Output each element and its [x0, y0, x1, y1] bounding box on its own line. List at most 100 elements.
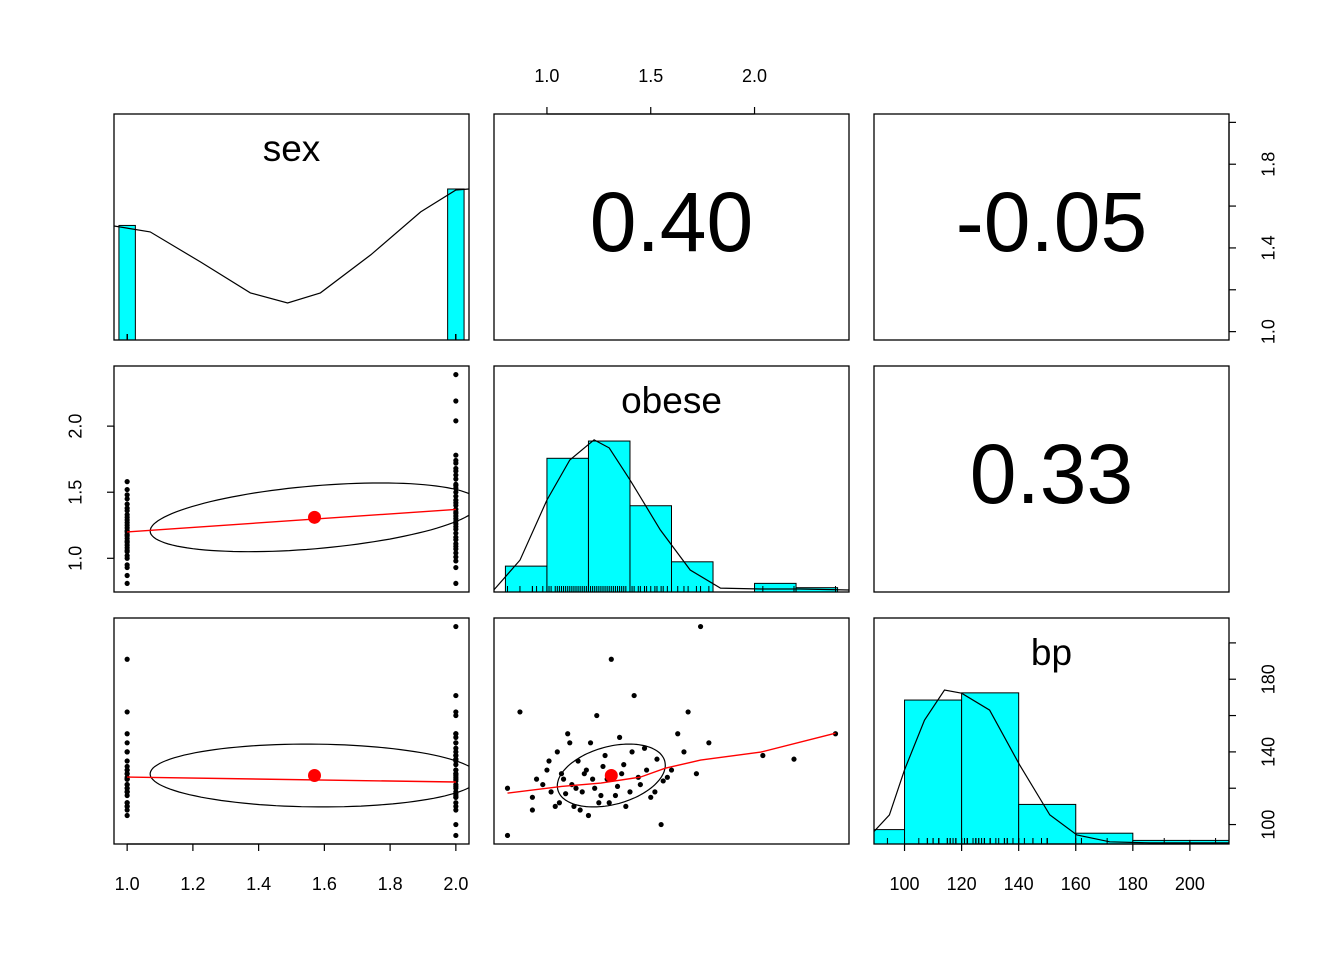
axis-tick-label: 1.4 [246, 874, 271, 894]
scatter-point [453, 740, 459, 746]
scatter-point [453, 580, 459, 587]
scatter-point [648, 794, 654, 800]
scatter-point [560, 776, 567, 782]
scatter-point [504, 832, 511, 839]
scatter-point [124, 479, 130, 485]
scatter-point [453, 452, 459, 458]
scatter-point [124, 553, 130, 559]
histogram-bar [447, 188, 465, 340]
scatter-point [654, 756, 660, 762]
scatter-point [453, 398, 459, 404]
scatter-point [453, 832, 459, 839]
correlation-label: 0.40 [590, 175, 754, 269]
scatter-point [631, 692, 637, 699]
scatter-point [706, 740, 712, 746]
scatter-point [453, 530, 459, 536]
scatter-point [124, 785, 130, 791]
scatter-point [592, 785, 598, 791]
correlation-label: -0.05 [956, 175, 1147, 269]
scatter-point [612, 792, 619, 799]
scatter-point [685, 709, 691, 715]
scatter-point [760, 752, 766, 759]
scatter-point [540, 781, 546, 788]
scatter-point [668, 767, 675, 773]
scatter-point [124, 812, 130, 819]
scatter-point [124, 740, 130, 746]
axis-tick-label: 160 [1061, 874, 1091, 894]
scatter-point [124, 749, 130, 755]
axis-tick-label: 2.0 [66, 414, 86, 439]
scatter-point [652, 789, 658, 795]
axis-tick-label: 100 [1259, 810, 1279, 840]
correlation-ellipse [149, 743, 469, 808]
scatter-point [619, 771, 625, 777]
scatter-point [567, 740, 573, 746]
scatter-point [453, 752, 459, 759]
scatter-point [453, 712, 459, 719]
scatter-point [453, 418, 459, 424]
scatter-point [453, 774, 459, 780]
scatter-point [453, 493, 459, 499]
panel-border [113, 365, 470, 593]
scatter-point [643, 767, 650, 773]
scatter-point [637, 781, 643, 788]
scatter-point [453, 489, 459, 495]
scatter-point [124, 656, 130, 662]
scatter-point [791, 756, 797, 762]
scatter-point [697, 623, 704, 630]
histogram-bar [629, 505, 673, 592]
scatter-point [554, 749, 560, 755]
scatter-point [124, 803, 130, 809]
axis-tick-label: 200 [1175, 874, 1205, 894]
scatter-point [453, 692, 459, 699]
axis-tick-label: 1.2 [180, 874, 205, 894]
panel [874, 689, 1229, 844]
scatter-point [453, 541, 459, 547]
scatter-point [556, 800, 562, 806]
scatter-point [124, 758, 130, 764]
scatter-point [552, 803, 558, 809]
panel [494, 439, 849, 592]
scatter-point [623, 803, 629, 809]
scatter-point [504, 785, 511, 791]
scatter-point [124, 767, 130, 773]
scatter-point [681, 749, 687, 755]
scatter-point [616, 734, 623, 740]
axis-tick-label: 1.5 [638, 66, 663, 86]
scatter-point [124, 781, 130, 788]
scatter-point [594, 712, 600, 719]
scatter-point [124, 800, 130, 806]
histogram-bar [961, 692, 1020, 844]
variable-name: obese [621, 380, 722, 421]
scatter-point [641, 745, 648, 751]
scatter-point [587, 740, 594, 746]
scatter-point [453, 465, 459, 472]
scatter-point [453, 554, 459, 560]
axis-tick-label: 2.0 [443, 874, 468, 894]
scatter-point [548, 789, 554, 795]
scatter-point [533, 776, 540, 782]
mean-point [604, 769, 618, 783]
scatter-point [124, 807, 130, 813]
axis-tick-label: 1.0 [66, 546, 86, 571]
scatter-point [579, 789, 585, 795]
axis-tick-label: 1.4 [1259, 235, 1279, 260]
scatter-point [658, 821, 664, 828]
correlation-label: 0.33 [970, 427, 1134, 521]
scatter-point [124, 580, 130, 587]
axis-tick-label: 1.0 [1259, 319, 1279, 344]
panel-border [873, 365, 1230, 593]
scatter-point [124, 572, 130, 579]
axis-tick-label: 1.6 [312, 874, 337, 894]
scatter-point [517, 709, 523, 715]
scatter-point [124, 792, 130, 799]
scatter-point [598, 792, 604, 799]
scatter-point [453, 783, 459, 790]
scatter-point [124, 562, 130, 568]
scatter-point [124, 709, 130, 715]
scatter-point [627, 789, 633, 795]
scatter-point [453, 623, 459, 630]
scatter-point [453, 558, 459, 564]
axis-tick-label: 1.8 [1259, 152, 1279, 177]
